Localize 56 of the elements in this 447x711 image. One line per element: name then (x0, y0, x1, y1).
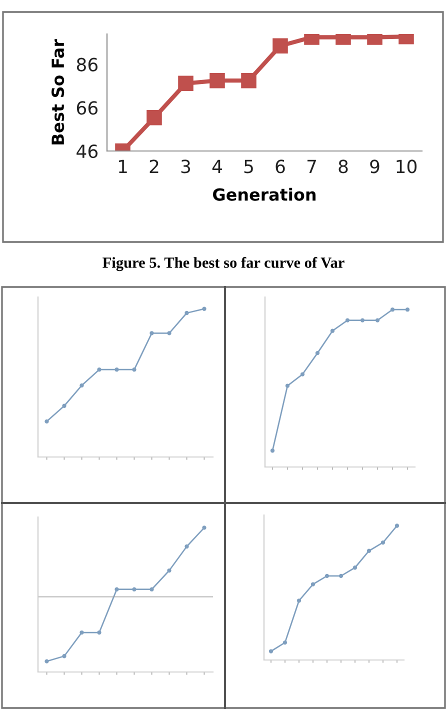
y-tick-label: 46 (76, 144, 98, 158)
point (62, 404, 66, 408)
x-tick-label: 10 (396, 160, 417, 174)
point (132, 368, 136, 372)
point (268, 649, 274, 654)
x-tick-label: 9 (370, 160, 380, 174)
x-tick-label: 4 (212, 160, 222, 174)
point (270, 448, 275, 453)
point (330, 328, 335, 333)
point (366, 548, 372, 553)
point (390, 308, 395, 312)
y-axis-title: Best So Far (52, 39, 64, 144)
x-tick-label: 6 (276, 160, 285, 174)
point (184, 310, 189, 316)
point (405, 308, 410, 312)
x-tick-label: 1 (118, 160, 127, 174)
point (80, 630, 84, 635)
point (324, 574, 330, 578)
point (114, 368, 119, 372)
point (338, 574, 344, 578)
point (345, 318, 350, 322)
point (310, 582, 316, 586)
point (150, 587, 154, 592)
point (184, 544, 189, 549)
y-tick-label: 86 (76, 58, 98, 72)
point (380, 540, 386, 545)
x-tick-label: 7 (307, 160, 316, 174)
point (97, 630, 102, 635)
point (44, 659, 49, 664)
point (114, 587, 119, 592)
y-tick-label: 66 (76, 101, 98, 115)
point (167, 568, 172, 573)
point (167, 331, 172, 336)
point (360, 318, 365, 322)
point (97, 368, 102, 372)
point (300, 372, 305, 376)
point (285, 384, 290, 388)
point (62, 654, 66, 658)
point (202, 526, 206, 530)
point (315, 350, 320, 356)
point (352, 566, 358, 570)
caption: Figure 5. The best so far curve of Var (102, 256, 344, 272)
point (375, 318, 380, 322)
point (296, 598, 302, 603)
x-axis-title: Generation (213, 188, 316, 201)
point (394, 524, 400, 528)
x-tick-label: 3 (181, 160, 190, 174)
x-tick-label: 2 (150, 160, 158, 174)
point (202, 306, 206, 311)
point (80, 383, 84, 388)
x-tick-label: 8 (338, 160, 348, 174)
point (282, 640, 288, 645)
point (150, 331, 154, 336)
point (132, 587, 136, 592)
point (44, 419, 49, 424)
x-tick-label: 5 (244, 160, 253, 174)
